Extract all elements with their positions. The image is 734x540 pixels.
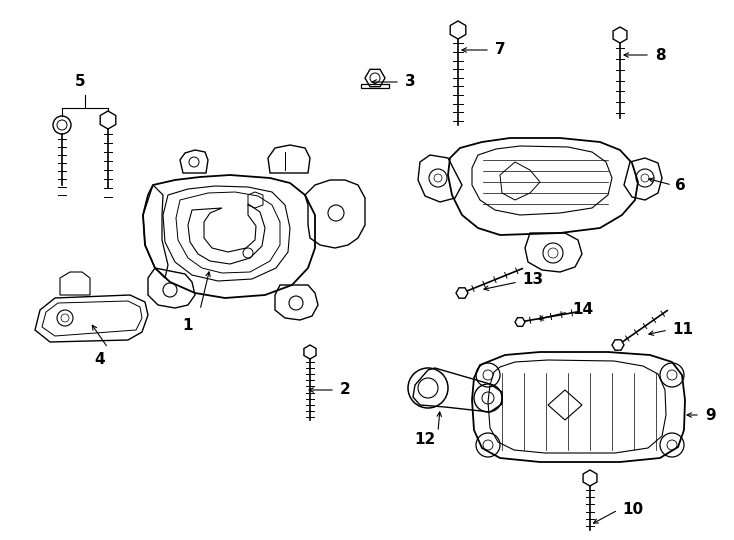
Text: 4: 4 <box>95 353 105 368</box>
Text: 8: 8 <box>655 48 666 63</box>
Text: 9: 9 <box>705 408 716 422</box>
Text: 3: 3 <box>405 75 415 90</box>
Text: 13: 13 <box>522 273 543 287</box>
Text: 11: 11 <box>672 322 693 338</box>
Text: 10: 10 <box>622 503 643 517</box>
Text: 6: 6 <box>675 178 686 192</box>
Text: 14: 14 <box>572 302 593 318</box>
Text: 5: 5 <box>75 75 85 90</box>
Text: 2: 2 <box>340 382 351 397</box>
Text: 12: 12 <box>415 433 435 448</box>
Text: 7: 7 <box>495 43 506 57</box>
Text: 1: 1 <box>183 318 193 333</box>
